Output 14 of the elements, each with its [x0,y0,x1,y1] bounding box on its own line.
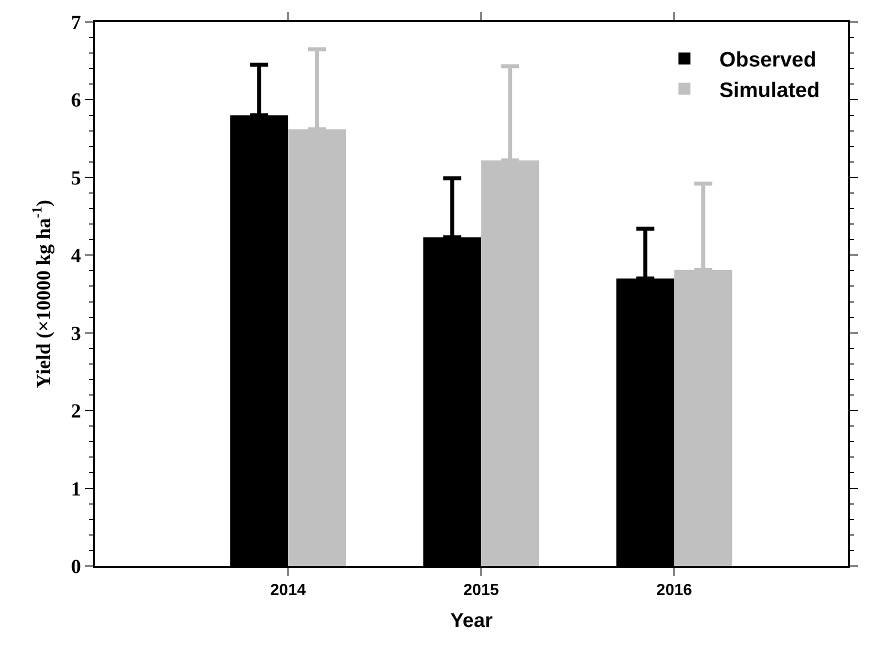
y-tick-label: 1 [71,478,81,500]
x-tick-label: 2016 [656,582,692,600]
y-tick-label: 4 [71,245,81,268]
y-tick-label: 7 [71,12,81,34]
legend-label: Observed [719,48,816,72]
y-tick-label: 3 [71,322,81,345]
y-tick-label: 5 [71,167,81,190]
y-tick-label: 2 [71,400,81,423]
legend-label: Simulated [719,78,820,102]
y-tick-label: 6 [71,90,81,112]
x-tick-label: 2015 [463,582,500,600]
y-tick-label: 0 [71,556,81,578]
x-axis-title: Year [450,610,493,632]
x-tick-label: 2014 [270,582,306,600]
